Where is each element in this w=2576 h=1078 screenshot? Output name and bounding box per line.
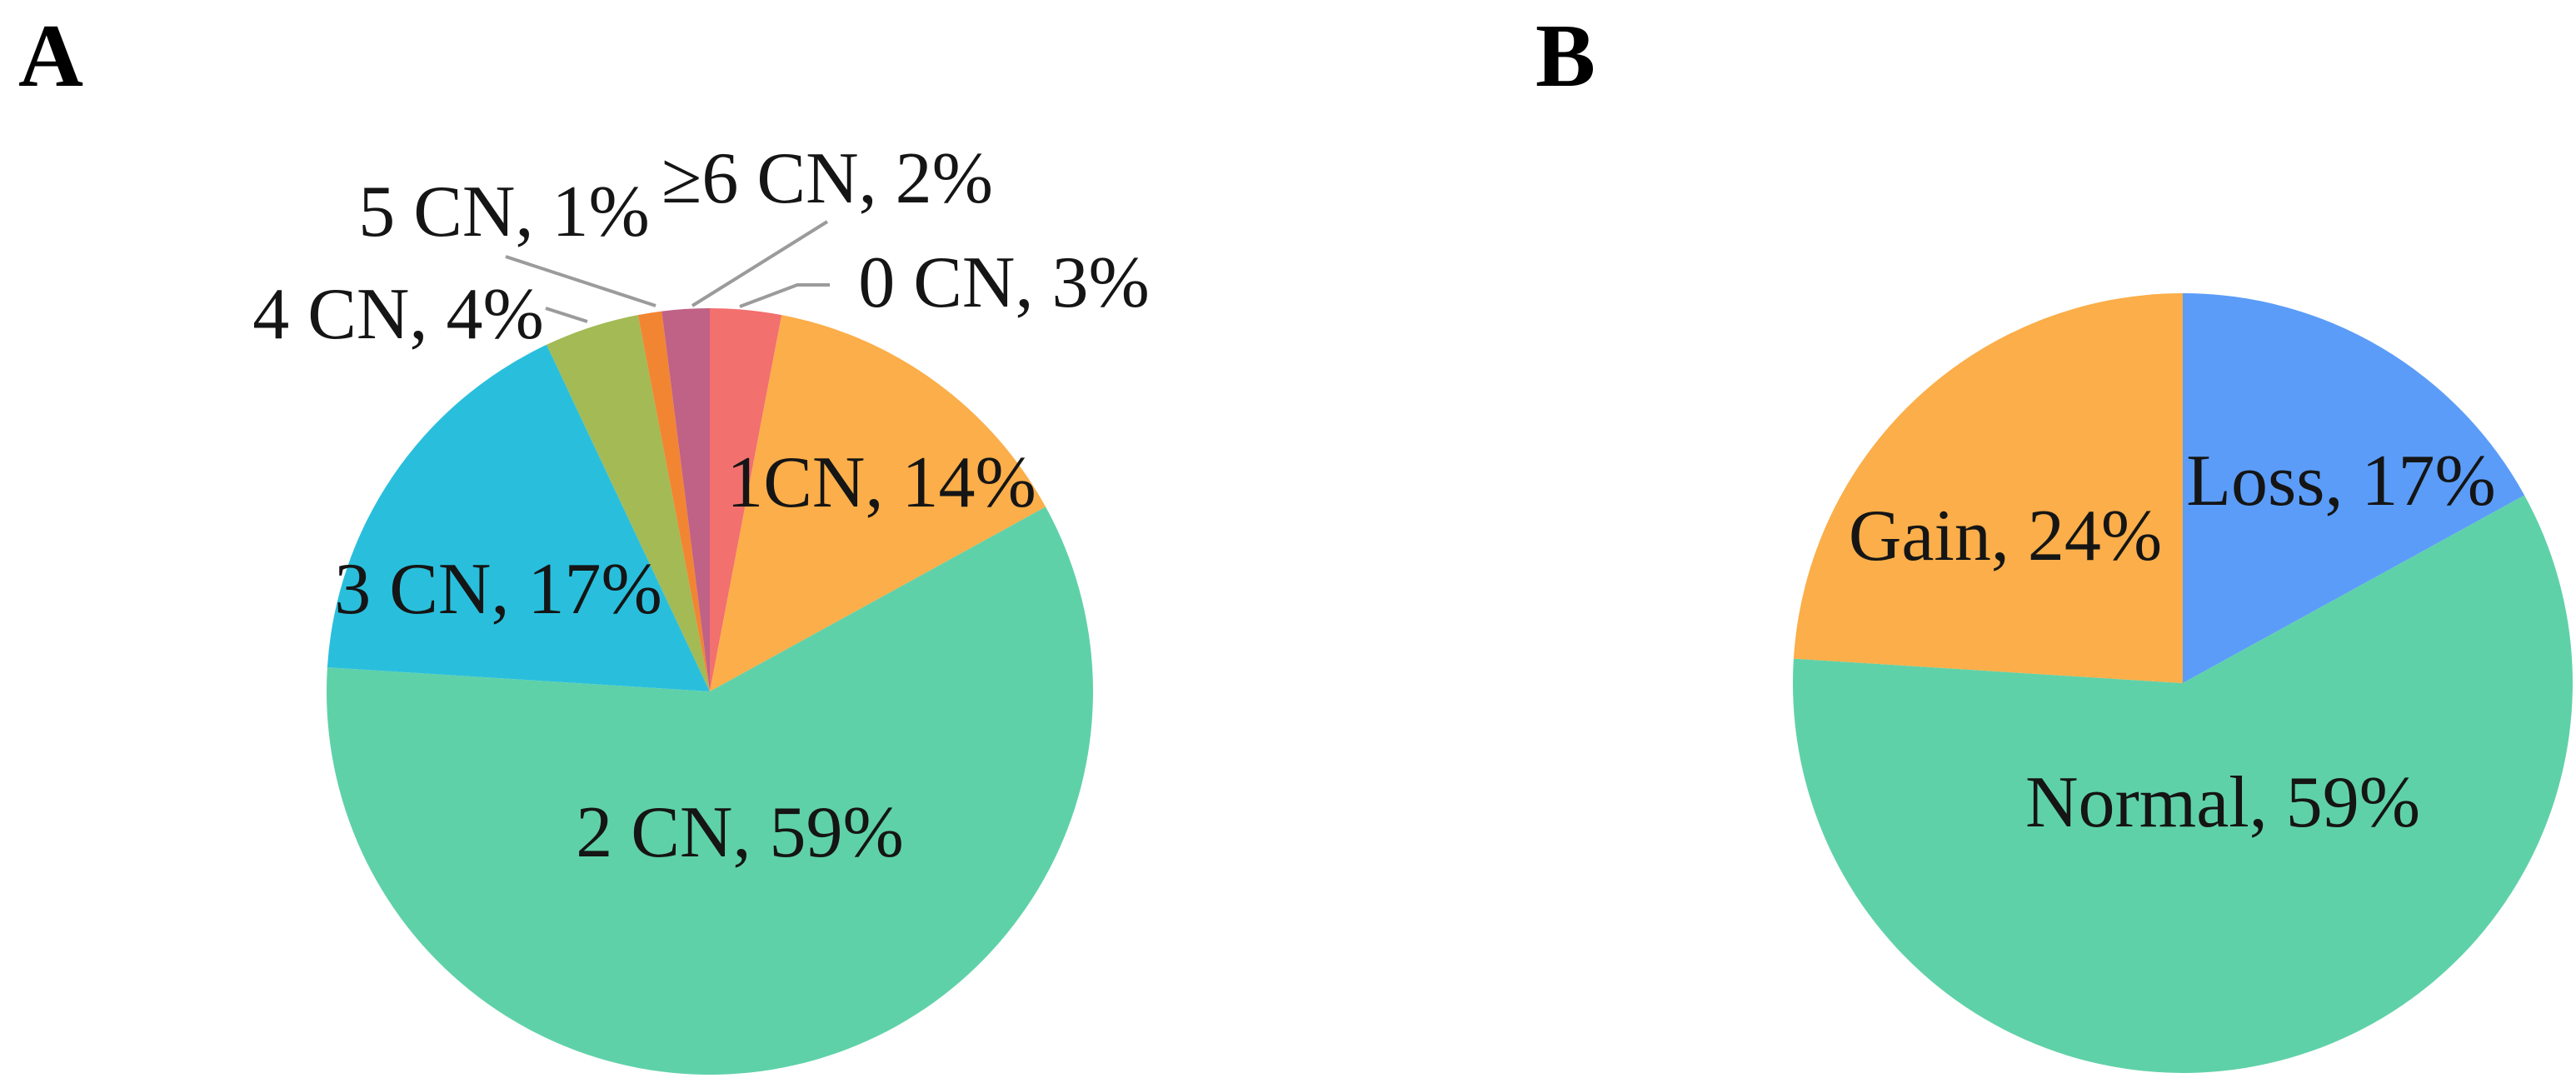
- pie-a-slice-5-cn: [637, 311, 710, 691]
- pie-a-slice-0-cn: [710, 307, 782, 691]
- pie-a-leader-line-0-cn: [739, 283, 830, 308]
- pie-a-label-1cn: 1CN, 14%: [726, 442, 1036, 523]
- panel-label-b: B: [1535, 7, 1596, 106]
- pie-b-label-loss: Loss, 17%: [2186, 441, 2496, 522]
- pie-a-slice-4-cn: [547, 315, 710, 691]
- pie-a-slice-3-cn: [327, 344, 710, 691]
- pie-b-slice-loss: [2183, 293, 2525, 683]
- pie-a-leader-line-4-cn: [545, 307, 588, 323]
- pie-a-slice-2-cn: [326, 507, 1093, 1075]
- pie-b-slice-gain: [1793, 292, 2183, 683]
- pie-a-label-0-cn: 0 CN, 3%: [858, 242, 1150, 323]
- pie-b-label-normal: Normal, 59%: [2024, 762, 2421, 843]
- pie-a-slice-1cn: [710, 315, 1046, 691]
- pie-a-label-2-cn: 2 CN, 59%: [576, 792, 904, 873]
- pie-a-label-4-cn: 4 CN, 4%: [252, 274, 544, 355]
- pie-b-label-gain: Gain, 24%: [1848, 496, 2163, 576]
- pie-a-slice-ge6-cn: [661, 307, 710, 691]
- pie-b-slice-normal: [1792, 495, 2573, 1073]
- pie-a-leader-line-5-cn: [505, 255, 656, 307]
- pie-a-leader-line-ge6-cn: [691, 220, 829, 307]
- panel-label-a: A: [18, 7, 83, 106]
- pie-a-label-3-cn: 3 CN, 17%: [334, 549, 662, 630]
- pie-a-label-ge6-cn: ≥6 CN, 2%: [661, 138, 993, 219]
- pie-a-label-5-cn: 5 CN, 1%: [358, 172, 650, 252]
